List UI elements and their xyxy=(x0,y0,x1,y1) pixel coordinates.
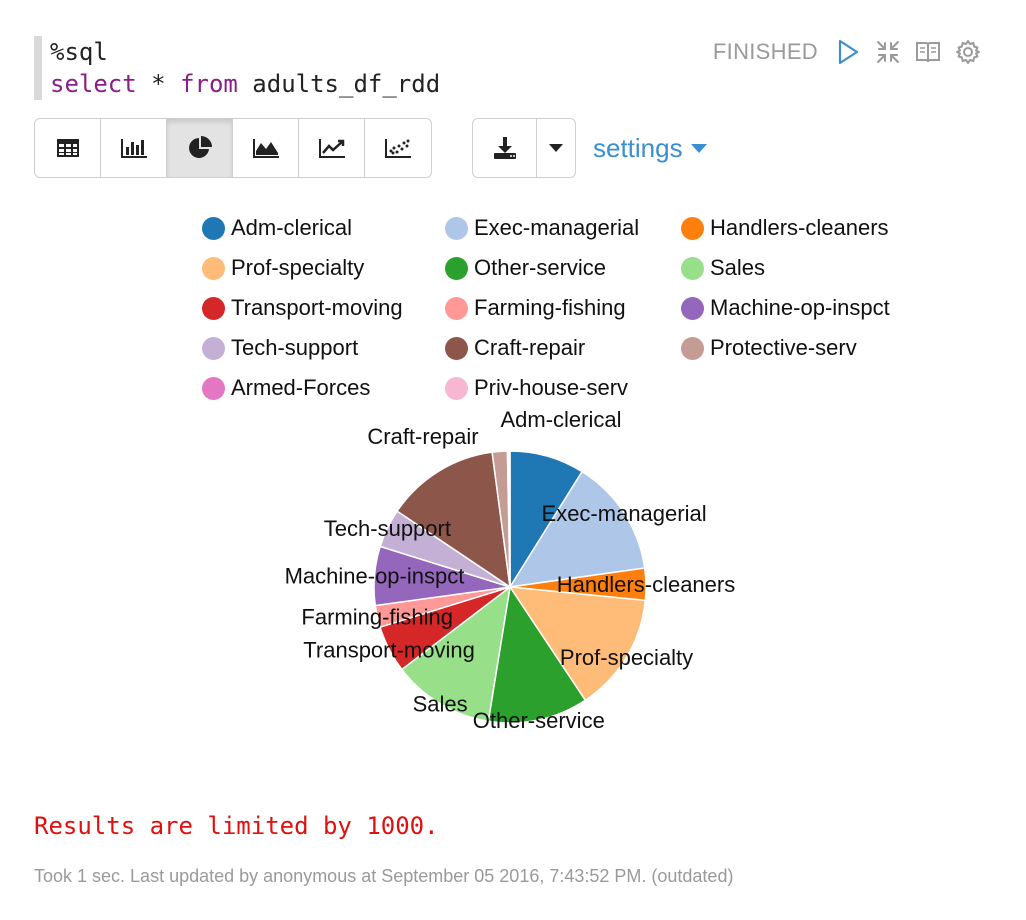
legend-label: Tech-support xyxy=(231,335,359,360)
pie-slice-label: Handlers-cleaners xyxy=(557,572,736,597)
caret-down-icon xyxy=(690,143,707,153)
download-options-dropdown[interactable] xyxy=(537,119,575,177)
pie-slice-label: Other-service xyxy=(473,708,605,733)
play-icon[interactable] xyxy=(834,38,862,66)
gear-icon[interactable] xyxy=(954,38,982,66)
legend-swatch xyxy=(681,296,704,320)
caret-down-icon xyxy=(549,144,563,152)
bar-chart-button[interactable] xyxy=(101,119,167,177)
code-text-star: * xyxy=(136,70,181,98)
legend-swatch xyxy=(445,296,468,320)
code-editor[interactable]: %sql select * from adults_df_rdd xyxy=(34,36,470,100)
legend-swatch xyxy=(202,216,225,240)
download-button-group xyxy=(472,118,576,178)
legend-label: Other-service xyxy=(474,255,607,280)
pie-slice-label: Adm-clerical xyxy=(500,407,621,432)
scatter-chart-button[interactable] xyxy=(365,119,431,177)
pie-slice-label: Exec-managerial xyxy=(542,501,707,526)
legend-item[interactable]: Transport-moving xyxy=(202,288,403,328)
legend-item[interactable]: Exec-managerial xyxy=(445,208,639,248)
area-chart-button[interactable] xyxy=(233,119,299,177)
legend-item[interactable]: Armed-Forces xyxy=(202,368,370,408)
legend-label: Transport-moving xyxy=(231,295,403,320)
collapse-icon[interactable] xyxy=(874,38,902,66)
pie-slice[interactable] xyxy=(507,450,511,588)
legend-swatch xyxy=(681,336,704,360)
legend-swatch xyxy=(202,376,225,400)
pie-slice[interactable] xyxy=(396,451,511,589)
table-view-button[interactable] xyxy=(35,119,101,177)
legend-label: Armed-Forces xyxy=(231,375,371,400)
legend-swatch xyxy=(202,336,225,360)
legend-swatch xyxy=(445,376,468,400)
paragraph-status-bar: FINISHED xyxy=(713,36,982,68)
download-button[interactable] xyxy=(473,119,537,177)
pie-slice-label: Tech-support xyxy=(324,516,451,541)
keyword-from: from xyxy=(180,70,238,98)
scatter-chart-icon xyxy=(385,139,411,158)
legend-label: Protective-serv xyxy=(710,335,857,360)
pie-slice-label: Prof-specialty xyxy=(560,645,693,670)
pie-slice-label: Farming-fishing xyxy=(301,604,453,629)
keyword-select: select xyxy=(50,70,137,98)
legend-swatch xyxy=(681,256,704,280)
pie-chart: Adm-clerical Exec-managerial Handlers-clea… xyxy=(285,407,736,733)
legend-swatch xyxy=(445,216,468,240)
bar-chart-icon xyxy=(120,139,147,158)
status-text: FINISHED xyxy=(712,39,818,64)
visualization-toolbar xyxy=(34,118,432,178)
legend-item[interactable]: Protective-serv xyxy=(681,328,857,368)
book-icon[interactable] xyxy=(914,38,942,66)
legend-swatch xyxy=(445,256,468,280)
pie-slice[interactable] xyxy=(508,470,646,588)
pie-chart-icon xyxy=(188,136,212,158)
legend-swatch xyxy=(202,296,225,320)
legend-label: Prof-specialty xyxy=(231,255,365,280)
pie-slice-label: Transport-moving xyxy=(303,637,475,662)
pie-slice[interactable] xyxy=(487,584,587,724)
legend-label: Exec-managerial xyxy=(474,215,640,240)
pie-chart-button[interactable] xyxy=(167,119,233,177)
pie-slice-label: Machine-op-inspct xyxy=(285,564,465,589)
legend-item[interactable]: Other-service xyxy=(445,248,606,288)
code-text-table: adults_df_rdd xyxy=(237,70,441,98)
legend-label: Machine-op-inspct xyxy=(710,295,890,320)
results-limit-message: Results are limited by 1000. xyxy=(34,812,439,840)
legend-item[interactable]: Machine-op-inspct xyxy=(681,288,890,328)
legend-item[interactable]: Craft-repair xyxy=(445,328,585,368)
area-chart-icon xyxy=(252,139,279,158)
interpreter-directive: %sql xyxy=(50,38,108,66)
line-chart-button[interactable] xyxy=(299,119,365,177)
paragraph-footer: Took 1 sec. Last updated by anonymous at… xyxy=(34,866,734,886)
legend-label: Priv-house-serv xyxy=(474,375,629,400)
legend-item[interactable]: Farming-fishing xyxy=(445,288,626,328)
download-icon xyxy=(493,137,516,159)
legend-label: Sales xyxy=(710,255,766,280)
legend-item[interactable]: Tech-support xyxy=(202,328,358,368)
legend-item[interactable]: Prof-specialty xyxy=(202,248,364,288)
line-chart-icon xyxy=(318,139,345,158)
legend-swatch xyxy=(202,256,225,280)
pie-slice[interactable] xyxy=(400,585,512,723)
legend-swatch xyxy=(445,336,468,360)
editor-line-1: %sql xyxy=(50,36,470,68)
legend-item[interactable]: Sales xyxy=(681,248,765,288)
legend-label: Adm-clerical xyxy=(231,215,353,240)
legend-item[interactable]: Handlers-cleaners xyxy=(681,208,889,248)
legend-label: Craft-repair xyxy=(474,335,586,360)
legend-item[interactable]: Priv-house-serv xyxy=(445,368,628,408)
table-icon xyxy=(56,139,79,157)
settings-toggle[interactable]: settings xyxy=(593,130,707,166)
legend-item[interactable]: Adm-clerical xyxy=(202,208,352,248)
settings-label: settings xyxy=(593,132,683,163)
editor-line-2: select * from adults_df_rdd xyxy=(50,68,470,100)
pie-slice-label: Craft-repair xyxy=(367,424,478,449)
pie-slice[interactable] xyxy=(508,586,647,702)
legend-label: Handlers-cleaners xyxy=(710,215,889,240)
pie-slice-label: Sales xyxy=(413,692,468,717)
legend-label: Farming-fishing xyxy=(474,295,626,320)
legend-swatch xyxy=(681,216,704,240)
